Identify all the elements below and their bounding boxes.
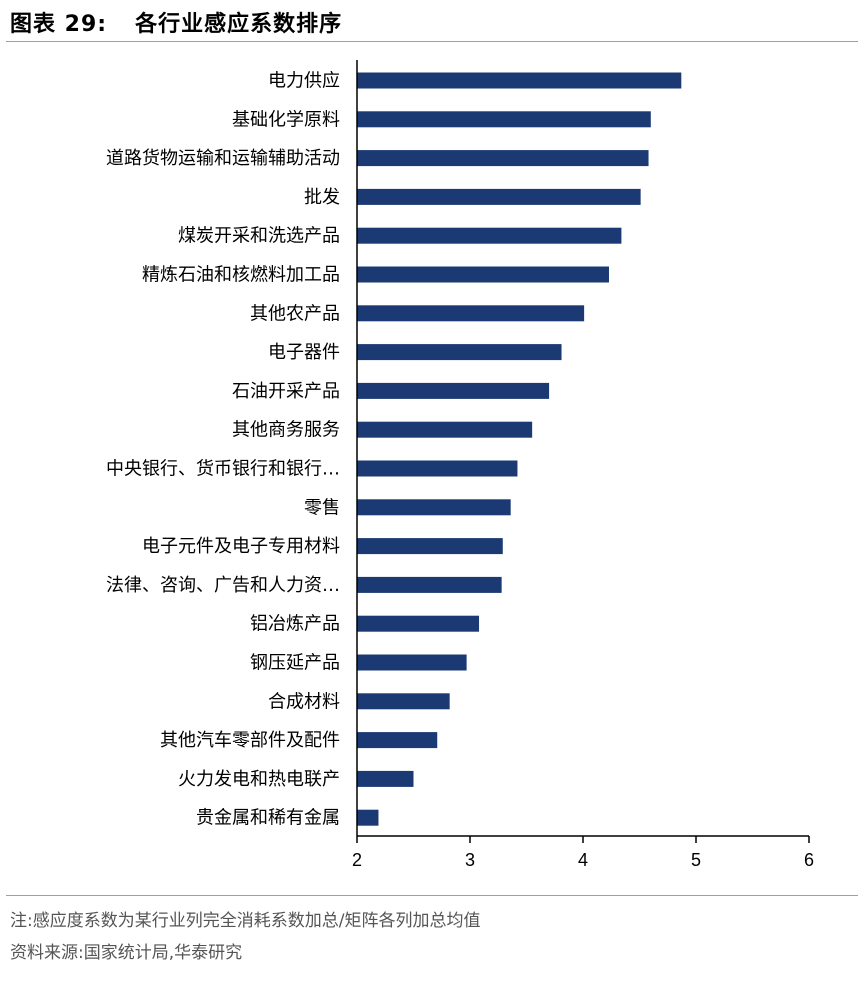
category-labels: 电力供应基础化学原料道路货物运输和运输辅助活动批发煤炭开采和洗选产品精炼石油和核…: [106, 71, 340, 829]
category-label: 电子元件及电子专用材料: [142, 536, 340, 557]
bar: [357, 382, 550, 399]
bar: [357, 188, 641, 205]
source-note: 资料来源:国家统计局,华泰研究: [10, 943, 243, 963]
category-label: 电子器件: [268, 342, 340, 363]
bar: [357, 421, 533, 438]
category-label: 石油开采产品: [232, 381, 340, 402]
category-label: 贵金属和稀有金属: [196, 808, 340, 829]
figure-label: 图表 29:: [10, 12, 108, 37]
category-label: 零售: [304, 497, 340, 518]
x-axis-ticks: 2 3 4 5 6: [352, 836, 814, 870]
category-label: 其他农产品: [250, 303, 340, 324]
bar: [357, 344, 562, 361]
category-label: 煤炭开采和洗选产品: [178, 226, 340, 247]
x-tick-label: 6: [804, 850, 814, 870]
bar: [357, 227, 622, 244]
axes: [356, 60, 809, 837]
footer-divider: [6, 895, 858, 896]
bar: [357, 693, 450, 710]
bar: [357, 150, 649, 167]
x-tick-label: 4: [578, 850, 588, 870]
bar: [357, 305, 585, 322]
bar: [357, 770, 414, 787]
chart-title: 各行业感应系数排序: [135, 12, 343, 37]
x-tick-label: 3: [465, 850, 475, 870]
bar: [357, 538, 503, 555]
category-label: 铝冶炼产品: [250, 614, 340, 635]
bar-chart: 电力供应基础化学原料道路货物运输和运输辅助活动批发煤炭开采和洗选产品精炼石油和核…: [106, 60, 814, 870]
bar: [357, 499, 511, 516]
bar: [357, 654, 467, 671]
x-tick-label: 2: [352, 850, 362, 870]
bar: [357, 576, 502, 593]
figure-title: 图表 29: 各行业感应系数排序: [10, 6, 342, 38]
category-label: 基础化学原料: [232, 109, 340, 130]
category-label: 精炼石油和核燃料加工品: [142, 265, 340, 286]
title-divider: [6, 41, 858, 42]
category-label: 其他汽车零部件及配件: [160, 730, 340, 751]
bar: [357, 111, 651, 128]
category-label: 其他商务服务: [232, 420, 340, 441]
bar: [357, 460, 518, 477]
x-tick-label: 5: [691, 850, 701, 870]
category-label: 道路货物运输和运输辅助活动: [106, 148, 340, 169]
bar: [357, 266, 609, 283]
category-label: 法律、咨询、广告和人力资…: [106, 575, 340, 596]
bar: [357, 732, 438, 749]
category-label: 批发: [304, 187, 340, 208]
bar-group: [357, 72, 682, 826]
bar: [357, 72, 682, 89]
category-label: 中央银行、货币银行和银行…: [106, 459, 340, 480]
chart-note: 注:感应度系数为某行业列完全消耗系数加总/矩阵各列加总均值: [10, 911, 481, 931]
category-label: 钢压延产品: [250, 653, 340, 674]
category-label: 电力供应: [268, 71, 340, 92]
category-label: 合成材料: [268, 691, 340, 712]
category-label: 火力发电和热电联产: [178, 769, 340, 790]
bar: [357, 809, 379, 826]
bar: [357, 615, 480, 632]
